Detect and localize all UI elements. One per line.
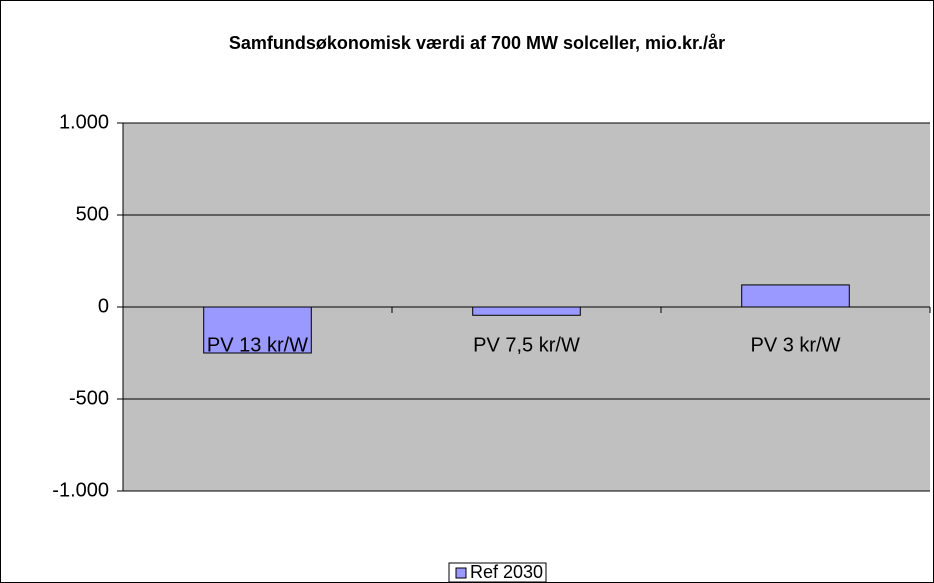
y-tick-label: 500 <box>76 203 109 225</box>
legend-box <box>448 562 547 583</box>
bar <box>741 284 850 308</box>
chart-title: Samfundsøkonomisk værdi af 700 MW solcel… <box>229 33 725 53</box>
bar <box>203 306 312 354</box>
x-tick-label: PV 3 kr/W <box>750 334 840 356</box>
y-tick-label: 0 <box>98 295 109 317</box>
legend-swatch <box>455 567 467 579</box>
y-tick-label: 1.000 <box>59 111 109 133</box>
bar <box>472 306 581 316</box>
legend-label: Ref 2030 <box>470 562 543 582</box>
x-tick-label: PV 7,5 kr/W <box>473 334 580 356</box>
x-tick-label: PV 13 kr/W <box>207 334 308 356</box>
y-tick-label: -500 <box>69 387 109 409</box>
y-tick-label: -1.000 <box>52 479 109 501</box>
